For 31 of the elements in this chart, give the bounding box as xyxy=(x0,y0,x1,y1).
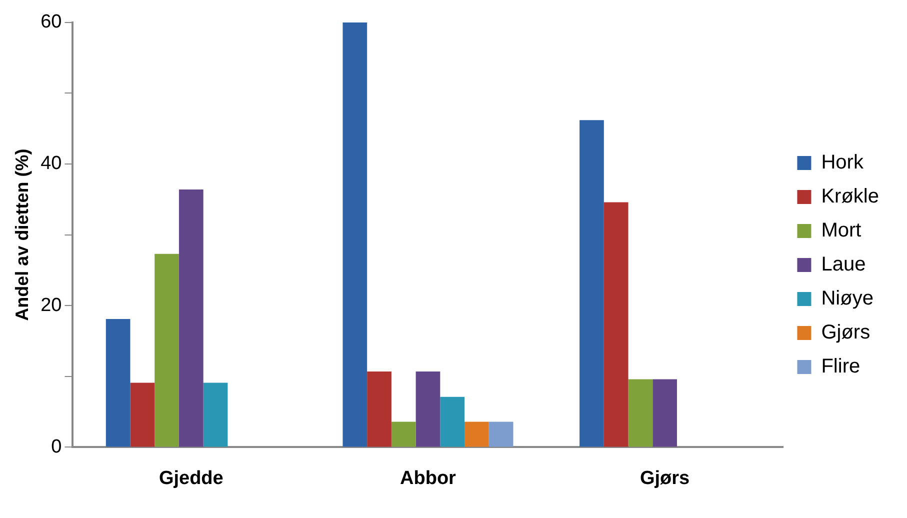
x-tick-label: Gjørs xyxy=(640,468,690,489)
y-axis-title: Andel av dietten (%) xyxy=(12,148,32,321)
legend-label: Gjørs xyxy=(821,322,870,344)
bar xyxy=(178,189,204,447)
bar xyxy=(416,371,440,447)
y-tick-label: 40 xyxy=(40,153,62,174)
y-tick-label: 0 xyxy=(51,436,62,458)
bar xyxy=(130,382,155,447)
legend-label: Laue xyxy=(821,254,866,276)
y-tick-label: 20 xyxy=(40,294,62,316)
legend-label: Niøye xyxy=(821,288,874,310)
bar xyxy=(154,254,179,447)
bar xyxy=(604,202,628,447)
bar xyxy=(367,371,392,447)
legend-label: Mort xyxy=(821,220,862,242)
bar xyxy=(342,22,368,447)
bar xyxy=(488,422,514,447)
bar xyxy=(106,319,130,447)
x-tick-label: Abbor xyxy=(400,468,457,489)
legend-label: Flire xyxy=(821,356,860,378)
y-tick-label: 60 xyxy=(40,12,62,33)
bar xyxy=(580,120,604,447)
bar xyxy=(391,422,416,447)
bar xyxy=(628,379,653,447)
bar xyxy=(440,396,465,447)
bar xyxy=(652,379,677,447)
legend-label: Krøkle xyxy=(821,186,880,208)
x-tick-label: Gjedde xyxy=(158,468,224,489)
bar xyxy=(464,422,489,447)
bar xyxy=(203,382,228,447)
legend-label: Hork xyxy=(821,152,864,174)
